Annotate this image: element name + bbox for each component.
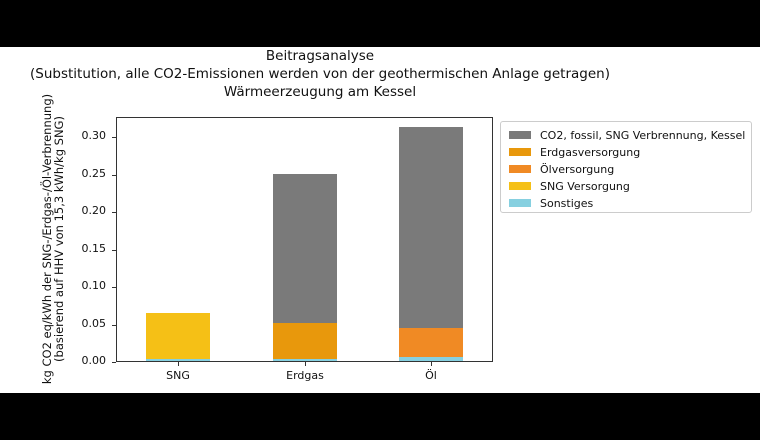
y-axis-label-line-2: (basierend auf HHV von 15,3 kWh/kg SNG)	[52, 116, 66, 362]
x-tick-mark	[305, 362, 306, 366]
bar-segment	[399, 127, 463, 329]
legend-item: Erdgasversorgung	[509, 144, 640, 160]
bar-segment	[273, 322, 337, 359]
bar-segment	[273, 173, 337, 323]
y-tick-mark	[112, 249, 116, 251]
bar-segment	[146, 313, 210, 359]
y-tick-label: 0.30	[81, 129, 107, 143]
chart-title: Beitragsanalyse (Substitution, alle CO2-…	[0, 47, 640, 101]
y-tick-label: 0.20	[81, 204, 107, 218]
y-tick-label: 0.15	[81, 241, 107, 255]
title-line-3: Wärmeerzeugung am Kessel	[223, 84, 417, 100]
legend-label: SNG Versorgung	[540, 179, 630, 193]
bar-segment	[146, 358, 210, 361]
y-tick-mark	[112, 287, 116, 289]
title-line-2: (Substitution, alle CO2-Emissionen werde…	[30, 66, 610, 82]
legend-swatch	[509, 165, 531, 173]
bar-erdgas	[273, 118, 337, 361]
chart-canvas: Beitragsanalyse (Substitution, alle CO2-…	[0, 47, 760, 393]
plot-area	[116, 117, 493, 362]
legend: CO2, fossil, SNG Verbrennung, Kessel Erdg…	[500, 121, 752, 213]
bar-segment	[273, 358, 337, 361]
legend-swatch	[509, 199, 531, 207]
legend-label: Sonstiges	[540, 196, 594, 210]
y-tick-mark	[112, 324, 116, 326]
y-tick-label: 0.05	[81, 316, 107, 330]
legend-item: Ölversorgung	[509, 161, 614, 177]
y-tick-mark	[112, 212, 116, 214]
x-tick-label: Erdgas	[286, 369, 324, 382]
y-tick-label: 0.00	[81, 354, 107, 367]
y-tick-mark	[112, 137, 116, 139]
legend-swatch	[509, 182, 531, 190]
x-tick-mark	[431, 362, 432, 366]
legend-swatch	[509, 131, 531, 139]
legend-item: SNG Versorgung	[509, 178, 630, 194]
y-tick-mark	[112, 174, 116, 176]
bar-sng	[146, 118, 210, 361]
y-tick-label: 0.10	[81, 279, 107, 293]
legend-label: Erdgasversorgung	[540, 145, 641, 159]
y-tick-label: 0.25	[81, 166, 107, 180]
bar-segment	[399, 357, 463, 361]
legend-swatch	[509, 148, 531, 156]
x-tick-label: SNG	[166, 369, 190, 382]
bar--l	[399, 118, 463, 361]
legend-item: CO2, fossil, SNG Verbrennung, Kessel	[509, 127, 745, 143]
legend-item: Sonstiges	[509, 195, 593, 211]
x-tick-label: Öl	[425, 369, 437, 382]
legend-label: CO2, fossil, SNG Verbrennung, Kessel	[540, 128, 746, 142]
x-tick-mark	[178, 362, 179, 366]
legend-label: Ölversorgung	[540, 162, 615, 176]
y-tick-mark	[112, 362, 116, 363]
title-line-1: Beitragsanalyse	[265, 48, 375, 64]
bar-segment	[399, 328, 463, 358]
